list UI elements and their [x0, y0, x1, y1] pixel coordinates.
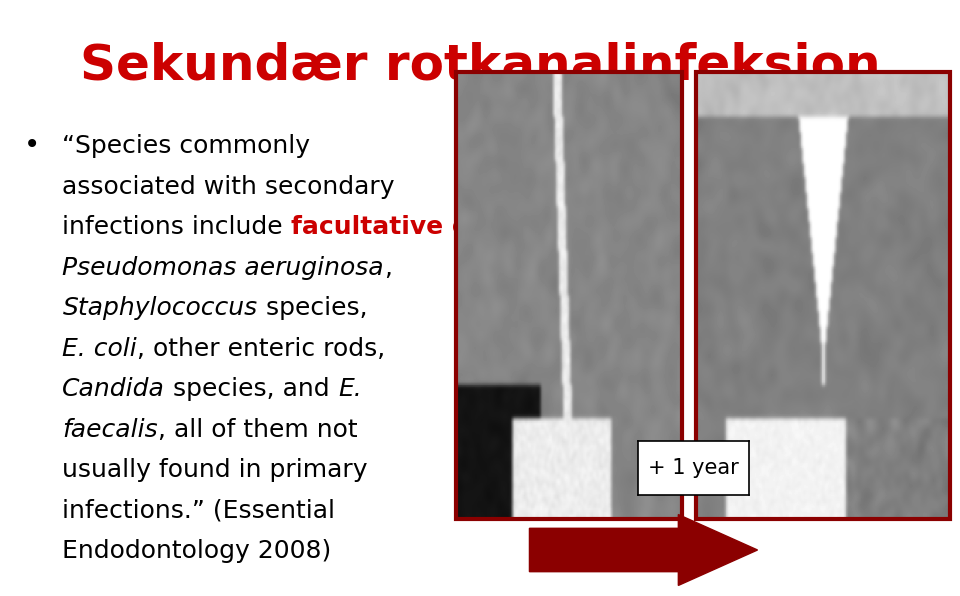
Text: , other enteric rods,: , other enteric rods, — [137, 337, 385, 361]
Text: •: • — [24, 131, 40, 159]
Text: species, and: species, and — [165, 377, 338, 401]
Text: E.: E. — [338, 377, 362, 401]
FancyArrow shape — [530, 514, 757, 585]
Text: associated with secondary: associated with secondary — [62, 175, 395, 198]
Text: Staphylococcus: Staphylococcus — [62, 296, 257, 320]
Text: species,: species, — [257, 296, 367, 320]
Text: ,: , — [384, 256, 392, 280]
Text: facultative organisms: facultative organisms — [291, 215, 599, 239]
Text: usually found in primary: usually found in primary — [62, 458, 368, 482]
Text: infections.” (Essential: infections.” (Essential — [62, 499, 335, 523]
Text: Pseudomonas aeruginosa: Pseudomonas aeruginosa — [62, 256, 384, 280]
Text: E. coli: E. coli — [62, 337, 137, 361]
Text: Endodontology 2008): Endodontology 2008) — [62, 539, 331, 563]
Text: faecalis: faecalis — [62, 418, 158, 442]
Text: Candida: Candida — [62, 377, 165, 401]
Text: ,: , — [599, 215, 607, 239]
Bar — [456, 72, 682, 519]
Bar — [696, 72, 950, 519]
Text: Sekundær rotkanalinfeksjon: Sekundær rotkanalinfeksjon — [80, 42, 880, 90]
Text: + 1 year: + 1 year — [648, 458, 739, 478]
Text: “Species commonly: “Species commonly — [62, 134, 310, 158]
Text: , all of them not: , all of them not — [158, 418, 358, 442]
Text: infections include: infections include — [62, 215, 291, 239]
